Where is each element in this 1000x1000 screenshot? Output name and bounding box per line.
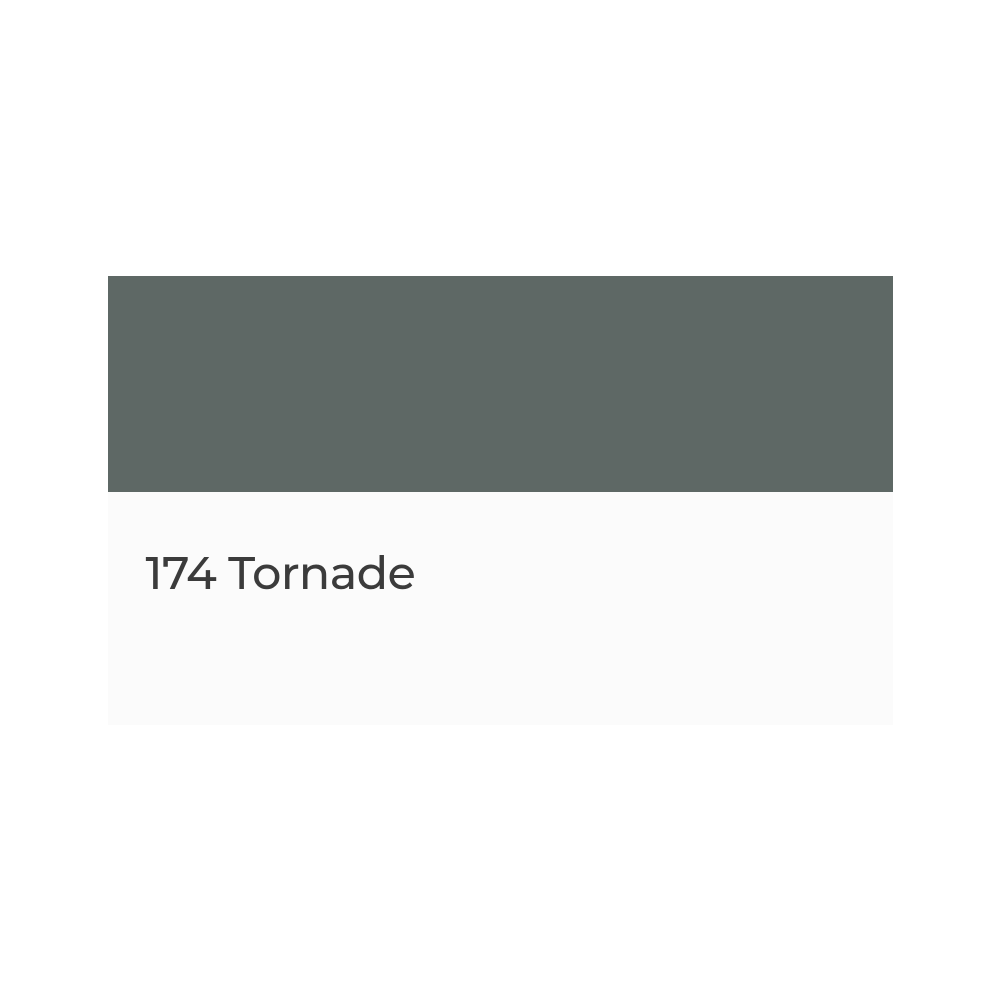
color-swatch-card: 174 Tornade	[108, 276, 893, 725]
color-swatch-block	[108, 276, 893, 492]
color-swatch-label-panel: 174 Tornade	[108, 492, 893, 725]
color-swatch-label: 174 Tornade	[146, 544, 416, 601]
